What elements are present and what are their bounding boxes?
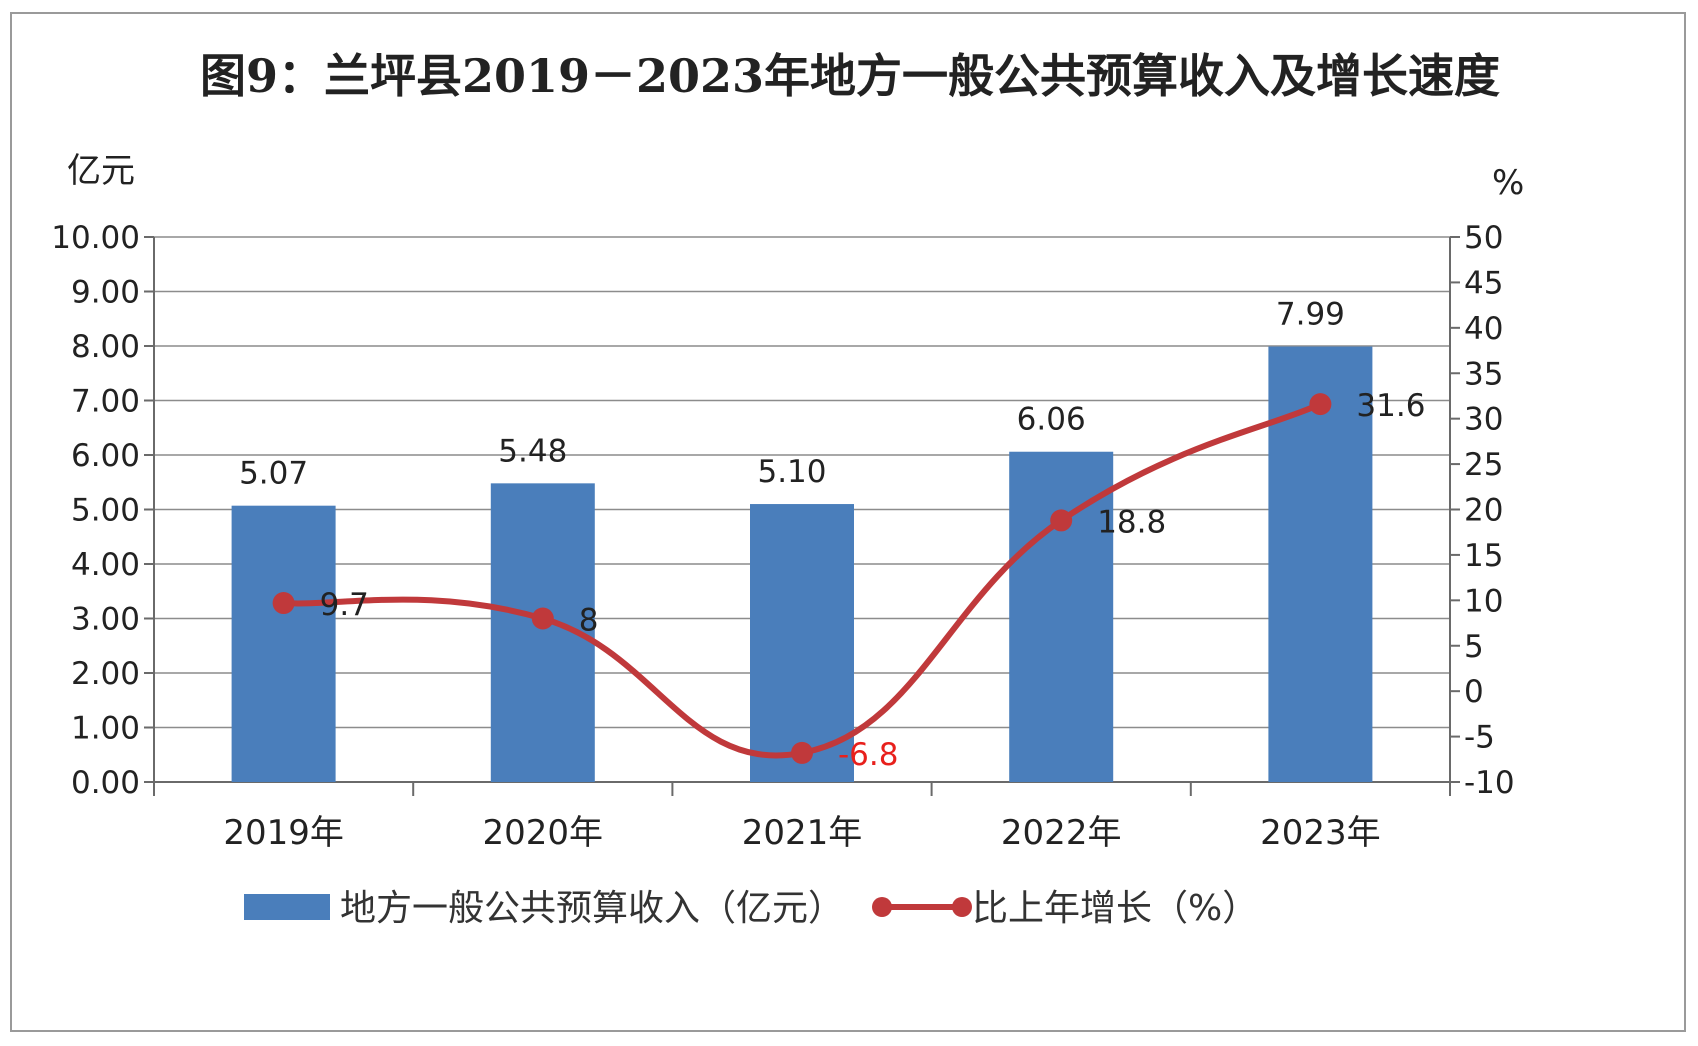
chart-frame: 图9：兰坪县2019－2023年地方一般公共预算收入及增长速度 亿元 % 0.0… (10, 12, 1686, 1032)
y-right-tick-label: 45 (1464, 265, 1503, 301)
growth-point-3 (1050, 509, 1073, 532)
legend-line-marker-left (872, 897, 892, 917)
y-right-unit: % (1492, 163, 1524, 203)
x-ticks: 2019年 2020年 2021年 2022年 2023年 (223, 813, 1380, 853)
bar-value-label-4: 7.99 (1276, 297, 1345, 333)
chart-title: 图9：兰坪县2019－2023年地方一般公共预算收入及增长速度 (200, 49, 1500, 103)
y-left-tick-label: 6.00 (71, 438, 140, 474)
growth-labels: 9.7 8 -6.8 18.8 31.6 (320, 388, 1426, 773)
y-left-unit: 亿元 (67, 151, 135, 191)
legend: 地方一般公共预算收入（亿元） 比上年增长（%） (244, 888, 1258, 929)
growth-line (272, 393, 1332, 764)
legend-bar-label: 地方一般公共预算收入（亿元） (340, 888, 844, 929)
y-left-tick-label: 3.00 (71, 602, 140, 638)
y-right-tick-label: 40 (1464, 311, 1503, 347)
x-tick-label-0: 2019年 (223, 813, 344, 853)
legend-bar-swatch (244, 894, 330, 920)
growth-point-1 (531, 607, 554, 630)
x-tick-label-3: 2022年 (1001, 813, 1122, 853)
legend-line-marker-right (952, 897, 972, 917)
growth-value-label-1: 8 (579, 603, 599, 639)
x-tick-label-1: 2020年 (483, 813, 604, 853)
bar-3 (1009, 451, 1114, 782)
growth-value-label-4: 31.6 (1356, 388, 1425, 424)
y-left-tick-label: 1.00 (71, 711, 140, 747)
y-left-tick-label: 10.00 (51, 220, 140, 256)
growth-value-label-0: 9.7 (320, 587, 369, 623)
x-tick-label-2: 2021年 (742, 813, 863, 853)
bar-value-label-2: 5.10 (757, 454, 826, 490)
y-right-tick-label: 50 (1464, 220, 1503, 256)
y-right-tick-label: -10 (1464, 765, 1515, 801)
y-right-tick-label: 25 (1464, 447, 1503, 483)
bar-0 (231, 505, 336, 782)
y-right-tick-label: 20 (1464, 493, 1503, 529)
chart: 图9：兰坪县2019－2023年地方一般公共预算收入及增长速度 亿元 % 0.0… (51, 49, 1524, 929)
growth-point-2 (791, 741, 813, 764)
growth-point-4 (1309, 393, 1332, 416)
growth-value-label-3: 18.8 (1097, 504, 1166, 540)
y-left-tick-label: 5.00 (71, 493, 140, 529)
y-right-tick-label: -5 (1464, 720, 1495, 756)
y-left-tick-label: 9.00 (71, 275, 140, 311)
bar-value-label-3: 6.06 (1017, 402, 1086, 438)
x-tick-label-4: 2023年 (1260, 813, 1381, 853)
y-right-tick-label: 15 (1464, 538, 1503, 574)
y-left-tick-label: 8.00 (71, 329, 140, 365)
bar-labels: 5.07 5.48 5.10 6.06 7.99 (239, 297, 1345, 492)
y-right-tick-label: 35 (1464, 356, 1503, 392)
legend-line-label: 比上年增长（%） (972, 888, 1258, 929)
y-left-ticks: 0.00 1.00 2.00 3.00 4.00 5.00 6.00 7.00 8.00 9.00… (51, 220, 154, 801)
bar-2 (750, 504, 854, 782)
y-left-tick-label: 2.00 (71, 656, 140, 692)
growth-point-0 (272, 592, 295, 615)
y-left-tick-label: 7.00 (71, 384, 140, 420)
y-right-tick-label: 5 (1464, 629, 1484, 665)
y-right-ticks: -10 -5 0 5 10 15 20 25 30 35 40 45 50 (1450, 220, 1515, 801)
y-right-tick-label: 10 (1464, 583, 1503, 619)
y-right-tick-label: 30 (1464, 402, 1503, 438)
growth-value-label-2: -6.8 (838, 737, 899, 773)
y-right-tick-label: 0 (1464, 674, 1484, 710)
y-left-tick-label: 0.00 (71, 765, 140, 801)
bar-value-label-1: 5.48 (498, 433, 567, 469)
y-left-tick-label: 4.00 (71, 547, 140, 583)
bar-value-label-0: 5.07 (239, 456, 308, 492)
